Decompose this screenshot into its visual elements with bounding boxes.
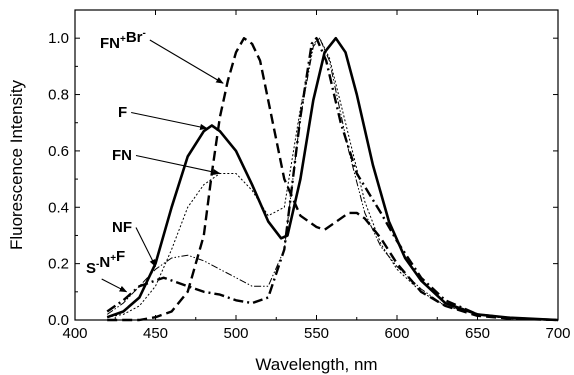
annotation-text: F (118, 104, 127, 121)
annotation-arrow (135, 227, 156, 268)
plot-frame (74, 9, 559, 321)
y-tick-label: 1.0 (48, 30, 69, 47)
annotation-arrow (101, 278, 128, 293)
annotation-superscript: + (120, 34, 126, 45)
x-axis-label: Wavelength, nm (255, 355, 377, 374)
series-annotation-label: FN+Br- (100, 28, 146, 52)
annotation-text: FN (112, 147, 132, 164)
series-line-dash-dot (106, 37, 559, 322)
x-tick-label: 400 (62, 325, 87, 342)
axis-ticks: 400 450 500 550 600 650 700 0.0 0.2 0.4 0.6 0.8 1.0 (48, 10, 571, 342)
plot-border (74, 9, 559, 321)
x-tick-label: 650 (465, 325, 490, 342)
y-tick-label: 0.6 (48, 143, 69, 160)
series-line-solid (106, 36, 559, 322)
y-tick-label: 0.4 (48, 199, 69, 216)
series-annotation-label: S-N+F (86, 248, 125, 277)
annotation-text: Br (126, 29, 143, 46)
x-tick-label: 550 (304, 325, 329, 342)
series-line-dash-dot-dot (106, 37, 559, 321)
annotation-arrow (131, 111, 208, 130)
y-tick-label: 0.2 (48, 256, 69, 273)
annotation-superscript: - (143, 28, 146, 39)
x-tick-label: 700 (545, 325, 570, 342)
series-line-dashed (107, 37, 559, 322)
x-tick-label: 450 (143, 325, 168, 342)
series-annotation-label: F (118, 104, 127, 121)
y-tick-label: 0.8 (48, 87, 69, 104)
x-tick-label: 600 (384, 325, 409, 342)
x-tick-label: 500 (223, 325, 248, 342)
series-annotation-label: NF (112, 219, 132, 236)
annotation-text: FN (100, 35, 120, 52)
series-lines (106, 36, 559, 322)
annotation-text: N (99, 254, 110, 271)
y-tick-label: 0.0 (48, 312, 69, 329)
annotation-text: F (116, 248, 125, 265)
y-axis-label: Fluorescence Intensity (7, 79, 26, 250)
series-line-dotted (107, 37, 559, 321)
annotation-superscript: - (96, 259, 99, 270)
annotation-arrow (135, 154, 221, 176)
annotation-superscript: + (110, 253, 116, 264)
annotation-arrow (149, 39, 224, 84)
series-annotation-label: FN (112, 147, 132, 164)
annotation-text: NF (112, 219, 132, 236)
annotation-text: S (86, 260, 96, 277)
